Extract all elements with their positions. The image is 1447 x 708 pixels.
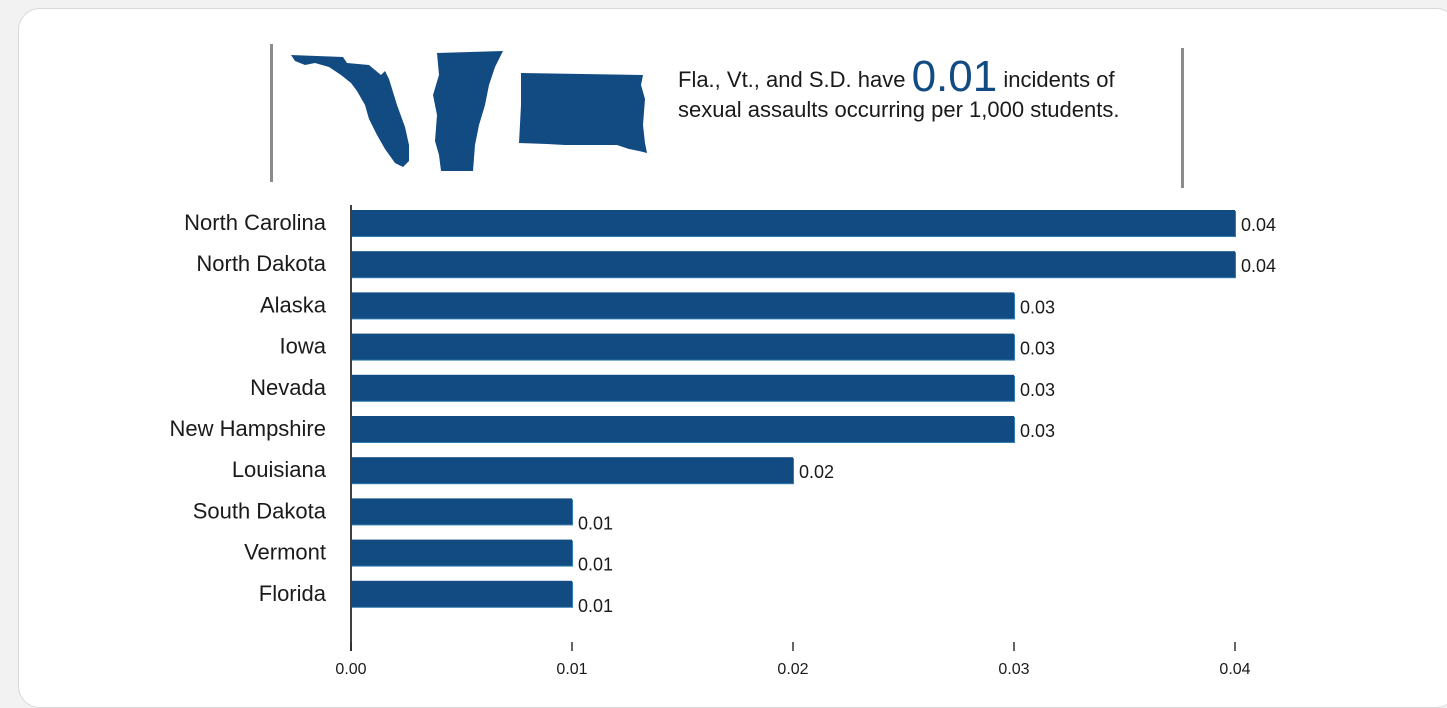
callout-value: 0.01 xyxy=(911,52,998,101)
value-label: 0.01 xyxy=(578,596,613,616)
callout-text: Fla., Vt., and S.D. have 0.01 incidents … xyxy=(678,55,1178,125)
category-label: Louisiana xyxy=(232,457,327,482)
value-label: 0.04 xyxy=(1241,215,1276,235)
category-label: Florida xyxy=(259,581,327,606)
south-dakota-map-icon xyxy=(519,73,647,153)
value-label: 0.04 xyxy=(1241,256,1276,276)
callout-prefix: Fla., Vt., and S.D. have xyxy=(678,67,906,92)
category-label: South Dakota xyxy=(193,498,327,523)
bar xyxy=(351,292,1014,319)
x-tick-label: 0.03 xyxy=(998,661,1029,678)
x-tick-label: 0.04 xyxy=(1219,661,1250,678)
vermont-map-icon xyxy=(433,51,503,171)
bar xyxy=(351,210,1235,236)
category-label: Vermont xyxy=(244,540,326,565)
value-label: 0.03 xyxy=(1020,339,1055,359)
callout-line2: sexual assaults occurring per 1,000 stud… xyxy=(678,97,1120,122)
x-tick-label: 0.00 xyxy=(335,661,366,678)
bar-chart: 0.00 0.01 0.02 0.03 0.04 North Carolina 0.04 No… xyxy=(170,205,1276,678)
category-label: North Carolina xyxy=(184,210,327,235)
value-label: 0.02 xyxy=(799,462,834,482)
florida-map-icon xyxy=(291,55,409,167)
value-label: 0.03 xyxy=(1020,380,1055,400)
right-divider xyxy=(1181,48,1184,188)
category-label: Alaska xyxy=(260,292,327,317)
category-label: Iowa xyxy=(280,334,327,359)
value-label: 0.03 xyxy=(1020,297,1055,317)
bar xyxy=(351,539,572,566)
bar xyxy=(351,374,1014,401)
bar xyxy=(351,498,572,525)
callout-suffix: incidents of xyxy=(1003,67,1115,92)
x-tick-label: 0.01 xyxy=(556,661,587,678)
value-label: 0.01 xyxy=(578,513,613,533)
category-label: New Hampshire xyxy=(170,416,327,441)
bar xyxy=(351,580,572,607)
bar xyxy=(351,251,1235,278)
category-label: Nevada xyxy=(250,375,327,400)
state-maps xyxy=(291,51,647,171)
left-divider xyxy=(270,44,273,182)
value-label: 0.01 xyxy=(578,555,613,575)
bar xyxy=(351,416,1014,442)
value-label: 0.03 xyxy=(1020,421,1055,441)
bar xyxy=(351,457,793,484)
category-label: North Dakota xyxy=(196,251,326,276)
bar xyxy=(351,333,1014,360)
x-tick-label: 0.02 xyxy=(777,661,808,678)
